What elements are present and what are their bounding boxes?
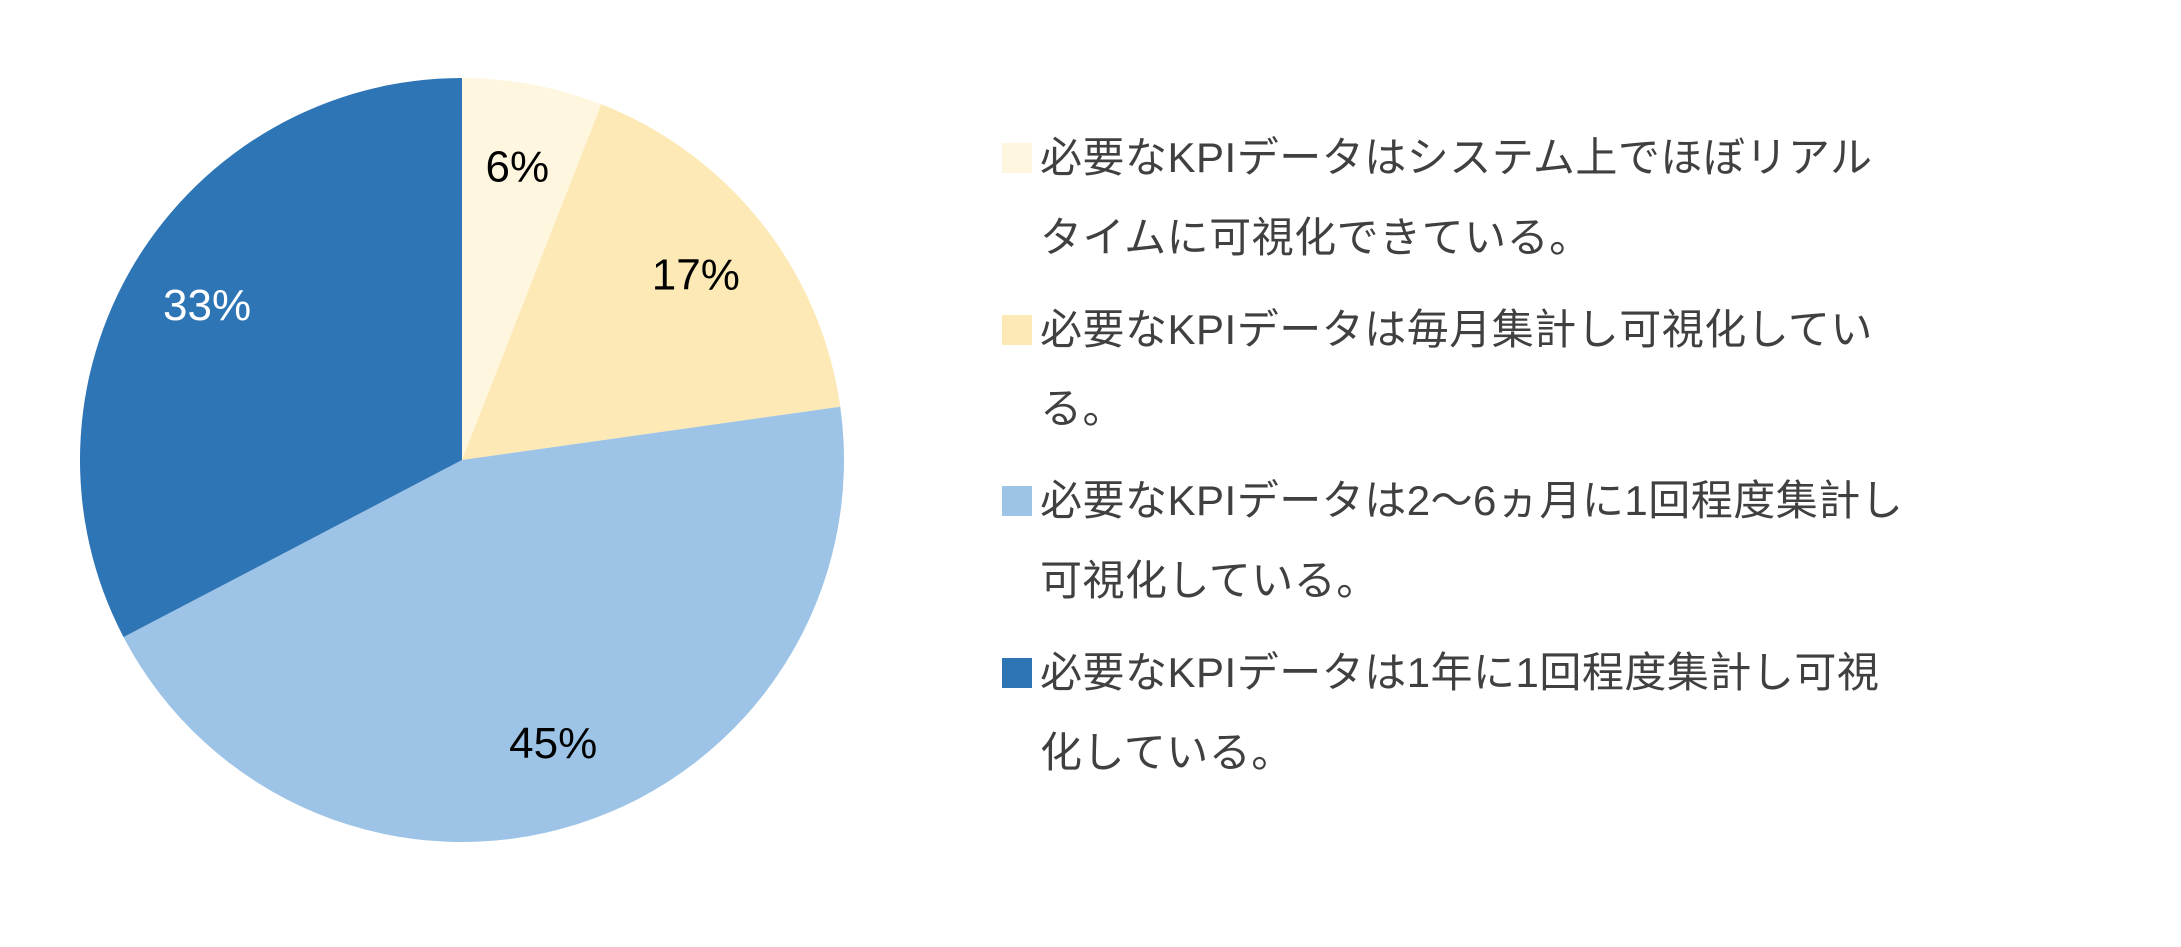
pie-slice (462, 78, 602, 460)
legend-swatch-icon (1002, 143, 1032, 173)
legend: 必要なKPIデータはシステム上でほぼリアルタイムに可視化できている。 必要なKP… (1002, 118, 2142, 804)
legend-swatch-icon (1002, 314, 1032, 345)
legend-item: 必要なKPIデータはシステム上でほぼリアルタイムに可視化できている。 (1002, 118, 2142, 278)
legend-label: 必要なKPIデータは毎月集計し可視化している。 (1040, 305, 1873, 433)
legend-label: 必要なKPIデータは1年に1回程度集計し可視化している。 (1040, 648, 1880, 776)
pie-slice (79, 78, 463, 638)
legend-item: 必要なKPIデータは1年に1回程度集計し可視化している。 (1002, 633, 2142, 793)
legend-swatch-icon (1002, 486, 1032, 517)
pie-slice (123, 406, 844, 842)
pie-slice (462, 104, 841, 461)
slice-value-label: 33% (163, 281, 251, 330)
legend-swatch-icon (1002, 657, 1032, 688)
slice-value-label: 6% (486, 143, 550, 192)
pie-chart: 6% 17% 45% 33% (0, 0, 947, 947)
legend-item: 必要なKPIデータは2〜6ヵ月に1回程度集計し可視化している。 (1002, 461, 2142, 621)
slice-value-label: 17% (652, 251, 740, 300)
pie-chart-svg: 6% 17% 45% 33% (79, 78, 844, 842)
legend-item: 必要なKPIデータは毎月集計し可視化している。 (1002, 290, 2142, 450)
legend-label: 必要なKPIデータは2〜6ヵ月に1回程度集計し可視化している。 (1040, 477, 1904, 604)
slice-value-label: 45% (509, 719, 597, 768)
legend-label: 必要なKPIデータはシステム上でほぼリアルタイムに可視化できている。 (1040, 134, 1873, 261)
